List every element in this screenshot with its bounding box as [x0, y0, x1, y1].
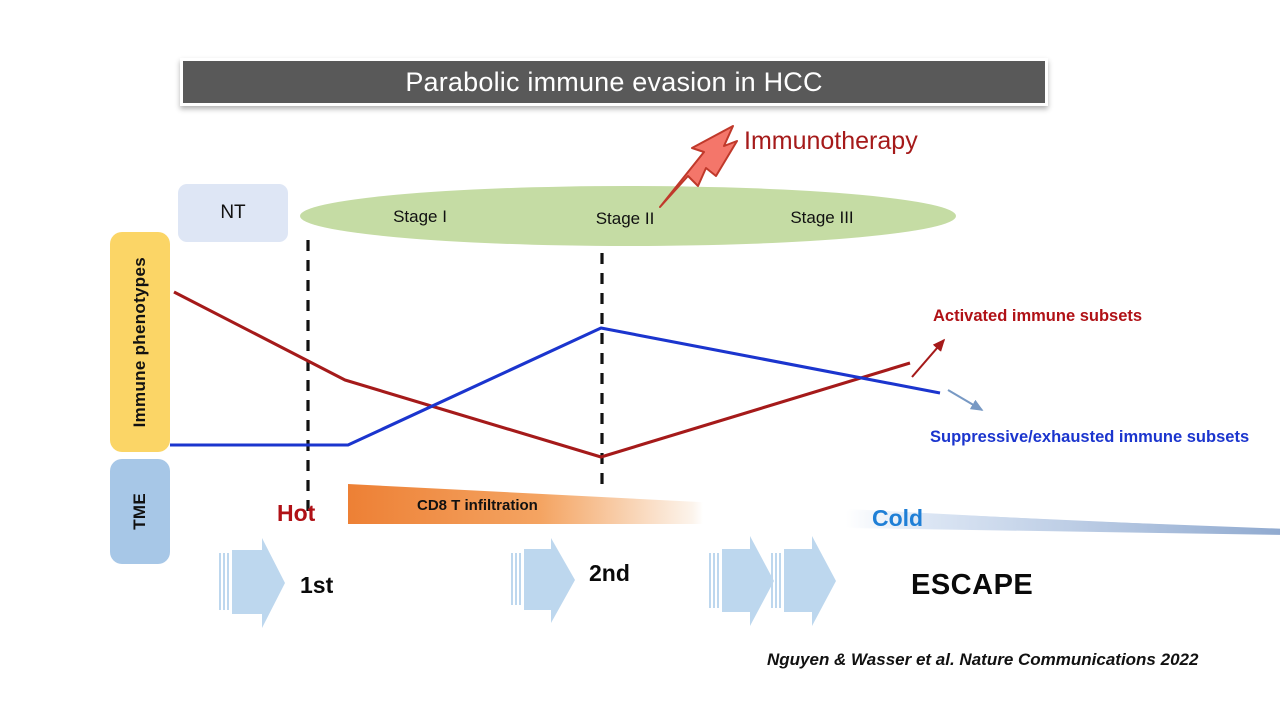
legend-suppressed-label: Suppressive/exhausted immune subsets: [930, 428, 1250, 446]
immunotherapy-label: Immunotherapy: [744, 127, 918, 155]
lightning-bolt-icon: [659, 125, 738, 208]
cold-label: Cold: [872, 505, 924, 531]
step-arrow-group-3b: [771, 536, 836, 626]
step-arrow-group-2: [511, 538, 575, 623]
activated-pointer-arrow: [911, 338, 946, 378]
suppressed-pointer-arrow: [947, 389, 984, 411]
page-title: Parabolic immune evasion in HCC: [405, 66, 823, 97]
activated-immune-line: [173, 290, 911, 459]
step-label-escape: ESCAPE: [911, 569, 1034, 601]
stage-label-1: Stage I: [393, 207, 447, 226]
stage-ellipse: [300, 186, 956, 246]
step-arrow-group-3a: [709, 536, 774, 626]
citation-text: Nguyen & Wasser et al. Nature Communicat…: [767, 650, 1199, 669]
hot-label: Hot: [277, 500, 316, 526]
tme-label-box: TME: [110, 459, 170, 564]
stage-label-3: Stage III: [790, 208, 854, 227]
step-arrow-group-1: [219, 538, 285, 628]
suppressed-immune-line: [170, 326, 941, 447]
cold-wedge-fill: [846, 511, 1280, 534]
title-bar: [180, 58, 1048, 106]
nt-box: NT: [178, 184, 288, 242]
immune-phenotypes-label-box: Immune phenotypes: [110, 232, 170, 452]
step-label-1st: 1st: [300, 572, 334, 598]
cd8-infiltration-label: CD8 T infiltration: [417, 497, 538, 514]
stage-label-2: Stage II: [595, 209, 655, 228]
legend-activated-label: Activated immune subsets: [933, 307, 1143, 325]
step-label-2nd: 2nd: [589, 560, 630, 586]
